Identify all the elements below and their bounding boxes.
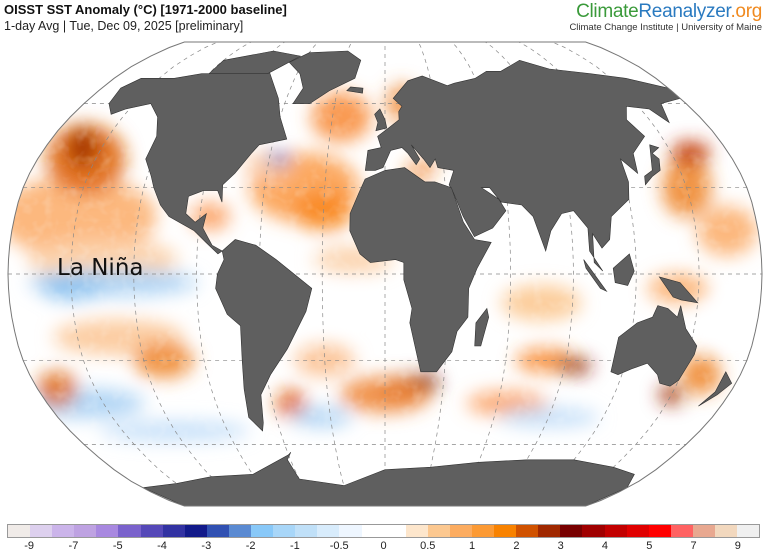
colorbar-segment <box>273 525 296 537</box>
colorbar-segment <box>737 525 760 537</box>
land-north-america <box>108 70 288 255</box>
colorbar-tick-label: -3 <box>201 540 212 552</box>
land-arctic-islands <box>208 50 302 74</box>
land-borneo <box>612 253 635 286</box>
colorbar-segment <box>715 525 738 537</box>
colorbar-segment <box>140 525 163 537</box>
colorbar-segment <box>118 525 141 537</box>
land-iceland <box>346 86 364 94</box>
colorbar-segment <box>295 525 318 537</box>
land-sumatra <box>583 259 608 293</box>
colorbar-segment <box>670 525 693 537</box>
colorbar-tick-label: -5 <box>112 540 123 552</box>
map-title: OISST SST Anomaly (°C) [1971-2000 baseli… <box>4 2 287 17</box>
colorbar-segment <box>52 525 75 537</box>
land-australia <box>610 305 698 387</box>
colorbar-segment <box>184 525 207 537</box>
colorbar-segment <box>560 525 583 537</box>
land-greenland <box>288 50 362 104</box>
map-outline <box>7 41 763 507</box>
colorbar-tick-label: 0 <box>380 540 387 552</box>
land-japan <box>644 144 661 186</box>
logo-part: .org <box>730 1 762 22</box>
colorbar-segment <box>162 525 185 537</box>
colorbar-segment <box>74 525 97 537</box>
land-madagascar <box>474 307 490 347</box>
colorbar-segment <box>405 525 428 537</box>
colorbar-segment <box>228 525 252 537</box>
colorbar-tick-label: 5 <box>646 540 653 552</box>
colorbar-segment <box>582 525 605 537</box>
land-antarctica <box>141 452 635 506</box>
colorbar-tick-label: 0.5 <box>420 540 436 552</box>
colorbar-segment <box>96 525 119 537</box>
colorbar-tick-label: 9 <box>734 540 741 552</box>
colorbar-tick-label: -9 <box>24 540 35 552</box>
colorbar-tick-label: 2 <box>513 540 520 552</box>
map-subtitle: 1-day Avg | Tue, Dec 09, 2025 [prelimina… <box>4 19 244 33</box>
colorbar-segment <box>339 525 362 537</box>
land-new-guinea <box>658 276 699 304</box>
colorbar-segment <box>383 525 406 537</box>
institution-label: Climate Change Institute | University of… <box>569 22 762 33</box>
land-eurasia <box>364 59 681 272</box>
colorbar-segment <box>494 525 517 537</box>
colorbar-segment <box>648 525 671 537</box>
colorbar-segment <box>206 525 229 537</box>
colorbar-segment <box>449 525 472 537</box>
colorbar-tick-label: -7 <box>68 540 79 552</box>
colorbar-tick-label: -0.5 <box>329 540 349 552</box>
colorbar-segment <box>538 525 561 537</box>
land-new-zealand <box>698 371 733 407</box>
colorbar-tick-label: -4 <box>157 540 167 552</box>
la-nina-annotation: La Niña <box>57 255 144 281</box>
sst-anomaly-map <box>7 41 763 507</box>
colorbar-segment <box>604 525 627 537</box>
land-africa <box>349 167 492 373</box>
colorbar-segment <box>317 525 340 537</box>
logo-part: Climate <box>576 1 639 22</box>
colorbar-tick-label: 3 <box>557 540 564 552</box>
colorbar-segment <box>626 525 649 537</box>
land-south-america <box>215 239 313 432</box>
colorbar-segment <box>471 525 495 537</box>
colorbar-tick-label: -2 <box>245 540 256 552</box>
colorbar-tick-label: 4 <box>601 540 609 552</box>
climate-reanalyzer-logo[interactable]: ClimateReanalyzer.org <box>576 1 762 23</box>
logo-part: Reanalyzer <box>638 1 731 22</box>
colorbar-tick-label: 7 <box>690 540 697 552</box>
colorbar-segment <box>251 525 274 537</box>
colorbar-segment <box>427 525 450 537</box>
colorbar-segment <box>516 525 539 537</box>
land-britain <box>374 108 388 132</box>
land-masses <box>108 50 733 506</box>
colorbar-segment <box>30 525 53 537</box>
colorbar-ticks: -9 -7 -5 -4 -3 -2 -1 -0.5 0 0.5 1 2 3 4 5 7 9 <box>0 540 768 554</box>
colorbar-segment <box>8 525 31 537</box>
colorbar-segment <box>361 525 384 537</box>
colorbar <box>7 524 760 538</box>
colorbar-tick-label: -1 <box>290 540 300 552</box>
colorbar-segment <box>692 525 715 537</box>
colorbar-tick-label: 1 <box>469 540 476 552</box>
